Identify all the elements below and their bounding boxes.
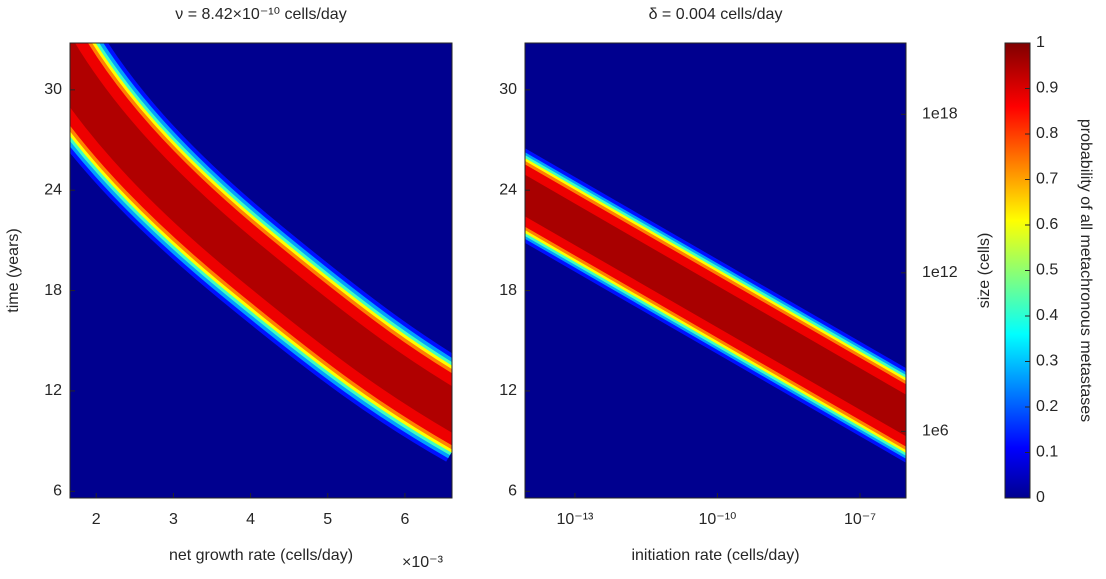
x-tick-label: 5 (323, 511, 332, 528)
colorbar-tick-label: 0.2 (1036, 398, 1058, 415)
y-tick-label: 30 (499, 81, 517, 98)
x-tick-label: 3 (169, 511, 178, 528)
colorbar-tick-label: 0.3 (1036, 353, 1058, 370)
chart-title: ν = 8.42×10⁻¹⁰ cells/day (175, 6, 346, 23)
y-tick-label: 30 (44, 81, 62, 98)
colorbar-tick-label: 0.4 (1036, 307, 1058, 324)
colorbar-tick-label: 1 (1036, 34, 1045, 51)
axes-box (69, 42, 453, 499)
x-tick-label: 2 (92, 511, 101, 528)
y-tick-label: 24 (499, 181, 517, 198)
x-tick-label: 4 (246, 511, 255, 528)
y-tick-label: 6 (53, 483, 62, 500)
colorbar-tick-label: 0.5 (1036, 262, 1058, 279)
y2-tick-label: 1e12 (922, 264, 958, 281)
x-axis-label: net growth rate (cells/day) (169, 547, 353, 564)
y-tick-label: 12 (499, 382, 517, 399)
x-tick-label: 10⁻¹³ (556, 511, 594, 528)
colorbar-tick-label: 0.9 (1036, 80, 1058, 97)
y2-tick-label: 1e18 (922, 106, 958, 123)
colorbar-label: probability of all metachronous metastas… (1077, 119, 1094, 422)
heatmap-image (525, 43, 906, 498)
x-tick-label: 10⁻⁷ (844, 511, 876, 528)
heatmap-image (70, 43, 452, 498)
x-multiplier: ×10⁻³ (402, 554, 444, 571)
y2-tick-label: 1e6 (922, 423, 949, 440)
colorbar-tick-label: 0.7 (1036, 171, 1058, 188)
y-tick-label: 24 (44, 181, 62, 198)
colorbar-tick-label: 0.1 (1036, 444, 1058, 461)
y-tick-label: 18 (499, 282, 517, 299)
x-tick-label: 6 (400, 511, 409, 528)
y2-axis-label: size (cells) (976, 233, 993, 309)
y-axis-label: time (years) (5, 228, 22, 312)
chart-title: δ = 0.004 cells/day (649, 6, 783, 23)
x-tick-label: 10⁻¹⁰ (698, 511, 736, 528)
y-tick-label: 12 (44, 382, 62, 399)
y-tick-label: 6 (508, 483, 517, 500)
y-tick-label: 18 (44, 282, 62, 299)
colorbar-tick-label: 0.8 (1036, 125, 1058, 142)
colorbar-tick-label: 0.6 (1036, 216, 1058, 233)
axes-box (524, 42, 907, 499)
x-axis-label: initiation rate (cells/day) (631, 547, 799, 564)
colorbar-tick-label: 0 (1036, 489, 1045, 506)
